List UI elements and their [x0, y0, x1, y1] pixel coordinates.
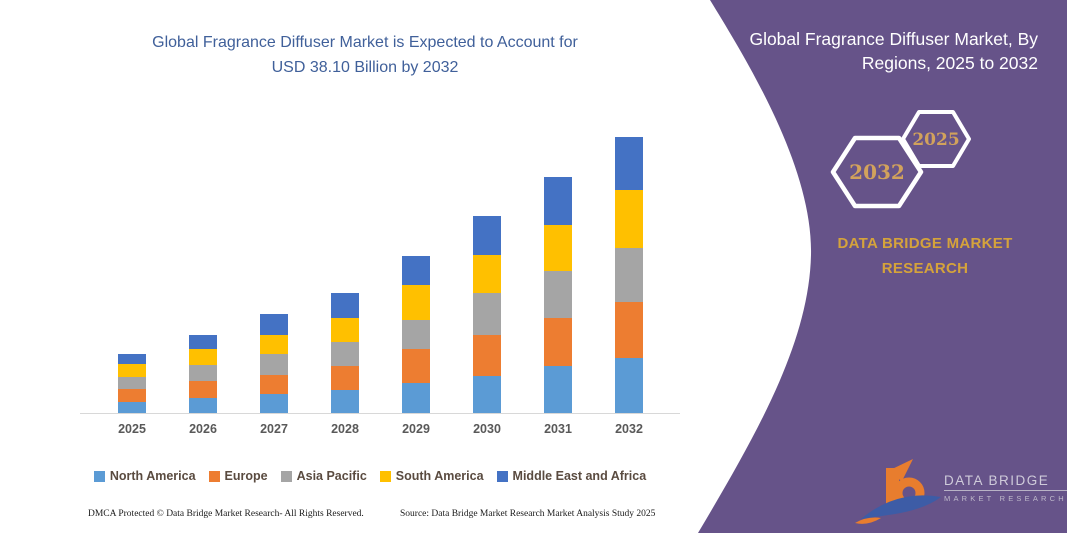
logo-text-primary: DATA BRIDGE — [944, 473, 1067, 491]
stacked-bar-2027 — [260, 313, 288, 413]
hexagon-year-2025: 2025 — [912, 130, 959, 150]
segment-south-america — [118, 364, 146, 377]
chart-title: Global Fragrance Diffuser Market is Expe… — [40, 30, 690, 80]
panel-title-line1: Global Fragrance Diffuser Market, By — [749, 29, 1038, 49]
chart-title-line1: Global Fragrance Diffuser Market is Expe… — [152, 34, 578, 51]
footer-dmca: DMCA Protected © Data Bridge Market Rese… — [88, 509, 364, 519]
stacked-bar-2031 — [544, 177, 572, 413]
chart-legend: North America Europe Asia Pacific South Ame… — [50, 469, 690, 483]
legend-swatch-icon — [496, 470, 508, 482]
legend-swatch-icon — [208, 470, 220, 482]
brand-line1: DATA BRIDGE MARKET — [837, 235, 1013, 252]
footer-source: Source: Data Bridge Market Research Mark… — [400, 509, 656, 519]
brand-wordmark: DATA BRIDGE MARKET RESEARCH — [800, 231, 1050, 281]
stacked-bar-2029 — [402, 256, 430, 413]
segment-south-america — [615, 190, 643, 248]
data-bridge-logo-text: DATA BRIDGE MARKET RESEARCH — [944, 473, 1067, 503]
segment-north-america — [615, 357, 643, 413]
panel-title-line2: Regions, 2025 to 2032 — [861, 53, 1038, 73]
stacked-bar-2030 — [473, 215, 501, 413]
x-axis-label-2028: 2028 — [331, 422, 359, 436]
segment-asia-pacific — [402, 319, 430, 350]
segment-europe — [544, 318, 572, 366]
hexagon-year-2032: 2032 — [849, 160, 905, 184]
segment-north-america — [260, 394, 288, 413]
legend-label: South America — [395, 469, 484, 483]
legend-swatch-icon — [379, 470, 391, 482]
stacked-bar-2026 — [189, 334, 217, 413]
chart-title-line2: USD 38.10 Billion by 2032 — [271, 59, 459, 76]
x-axis-label-2031: 2031 — [544, 422, 572, 436]
segment-middle-east-and-africa — [331, 292, 359, 319]
segment-middle-east-and-africa — [544, 177, 572, 226]
brand-line2: RESEARCH — [881, 260, 969, 277]
legend-item-asia-pacific: Asia Pacific — [280, 469, 367, 483]
segment-europe — [118, 389, 146, 403]
hexagon-2032 — [830, 135, 924, 209]
segment-middle-east-and-africa — [615, 136, 643, 191]
legend-swatch-icon — [93, 470, 105, 482]
x-axis-label-2032: 2032 — [615, 422, 643, 436]
segment-asia-pacific — [544, 270, 572, 319]
segment-asia-pacific — [615, 247, 643, 303]
legend-item-south-america: South America — [379, 469, 484, 483]
data-bridge-logo-icon — [855, 459, 941, 524]
legend-label: Europe — [224, 469, 268, 483]
segment-asia-pacific — [473, 292, 501, 335]
segment-europe — [615, 302, 643, 358]
x-axis-label-2029: 2029 — [402, 422, 430, 436]
x-axis-label-2025: 2025 — [118, 422, 146, 436]
segment-middle-east-and-africa — [118, 353, 146, 365]
hexagon-2025 — [901, 110, 971, 168]
segment-north-america — [473, 376, 501, 413]
segment-asia-pacific — [189, 365, 217, 382]
stacked-bar-2028 — [331, 292, 359, 413]
panel-title: Global Fragrance Diffuser Market, By Reg… — [708, 27, 1038, 75]
segment-north-america — [189, 397, 217, 413]
legend-label: North America — [109, 469, 196, 483]
segment-middle-east-and-africa — [260, 313, 288, 336]
segment-asia-pacific — [260, 354, 288, 376]
logo-text-secondary: MARKET RESEARCH — [944, 494, 1067, 503]
legend-item-north-america: North America — [93, 469, 196, 483]
x-axis-label-2030: 2030 — [473, 422, 501, 436]
segment-asia-pacific — [118, 376, 146, 390]
segment-north-america — [331, 389, 359, 413]
legend-item-europe: Europe — [208, 469, 268, 483]
segment-south-america — [331, 318, 359, 342]
segment-europe — [331, 365, 359, 390]
segment-south-america — [402, 285, 430, 320]
segment-middle-east-and-africa — [473, 215, 501, 255]
legend-swatch-icon — [280, 470, 292, 482]
segment-south-america — [544, 225, 572, 271]
segment-north-america — [544, 365, 572, 413]
x-axis-label-2026: 2026 — [189, 422, 217, 436]
segment-middle-east-and-africa — [402, 256, 430, 286]
stacked-bar-2032 — [615, 136, 643, 413]
segment-europe — [189, 381, 217, 398]
segment-south-america — [189, 348, 217, 366]
segment-south-america — [473, 254, 501, 293]
segment-middle-east-and-africa — [189, 334, 217, 349]
segment-south-america — [260, 335, 288, 355]
legend-item-middle-east-and-africa: Middle East and Africa — [496, 469, 647, 483]
x-axis-label-2027: 2027 — [260, 422, 288, 436]
segment-europe — [260, 375, 288, 395]
legend-label: Middle East and Africa — [512, 469, 647, 483]
segment-europe — [402, 349, 430, 384]
segment-asia-pacific — [331, 341, 359, 366]
segment-north-america — [118, 402, 146, 413]
x-axis-line — [80, 413, 680, 414]
segment-north-america — [402, 383, 430, 413]
stacked-bar-2025 — [118, 353, 146, 413]
segment-europe — [473, 334, 501, 377]
purple-panel-shape — [698, 0, 1067, 533]
legend-label: Asia Pacific — [296, 469, 367, 483]
